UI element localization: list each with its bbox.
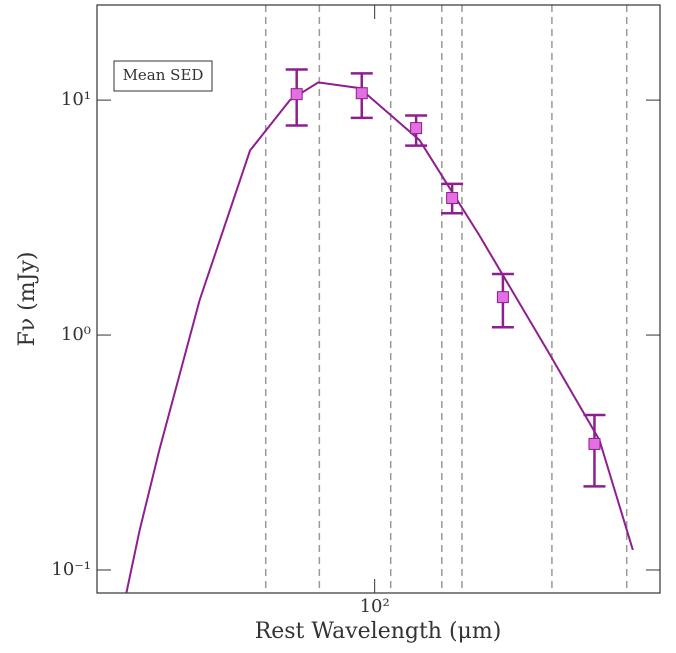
annotation-box — [113, 60, 213, 92]
y-tick-label: 10⁻¹ — [51, 559, 91, 580]
data-point — [496, 291, 509, 304]
x-axis-label: Rest Wavelength (μm) — [255, 619, 502, 644]
annotation: Mean SED — [123, 66, 204, 84]
data-point — [410, 122, 423, 135]
y-axis-label: Fν (mJy) — [15, 252, 40, 347]
y-tick-label: 10⁰ — [61, 324, 91, 345]
x-tick-label: 10² — [360, 596, 390, 617]
plot-frame — [96, 4, 661, 594]
fit-curve — [125, 81, 634, 593]
y-tick-label: 10¹ — [61, 89, 91, 110]
data-point — [588, 437, 601, 450]
data-point — [446, 192, 459, 205]
data-point — [355, 87, 368, 100]
data-point — [290, 88, 303, 101]
